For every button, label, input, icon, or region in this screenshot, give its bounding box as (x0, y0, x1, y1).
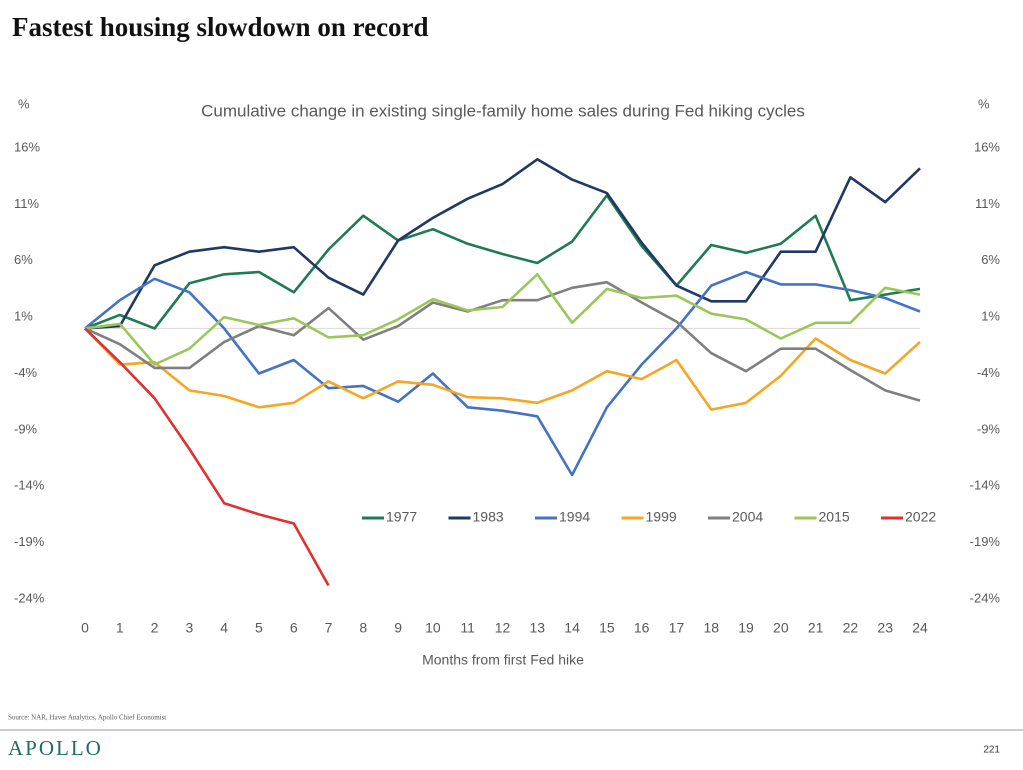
x-tick-label: 24 (912, 620, 928, 636)
legend-label: 2015 (819, 509, 850, 525)
series-line (84, 194, 921, 330)
x-tick-label: 20 (773, 620, 789, 636)
y2-tick-label: -14% (970, 478, 1001, 493)
x-tick-label: 21 (808, 620, 824, 636)
legend-label: 1994 (559, 509, 590, 525)
x-tick-label: 16 (634, 620, 650, 636)
y2-tick-label: -24% (970, 590, 1001, 605)
series-line (84, 327, 330, 587)
chart-subtitle: Cumulative change in existing single-fam… (201, 101, 805, 120)
y-tick-label: 11% (14, 196, 39, 211)
y2-tick-label: 1% (981, 309, 1000, 324)
y2-tick-label: 11% (975, 196, 1000, 211)
legend-label: 1999 (646, 509, 677, 525)
y-unit: % (18, 96, 30, 111)
x-tick-label: 15 (599, 620, 615, 636)
legend-label: 1983 (473, 509, 504, 525)
y2-tick-label: -4% (977, 365, 1001, 380)
x-tick-label: 13 (530, 620, 546, 636)
series-line (84, 280, 921, 402)
x-tick-label: 3 (185, 620, 193, 636)
series-line (84, 270, 921, 477)
x-tick-label: 12 (495, 620, 511, 636)
series-line (84, 158, 921, 330)
x-tick-label: 8 (359, 620, 367, 636)
source: Source: NAR, Haver Analytics, Apollo Chi… (8, 714, 166, 722)
y-tick-label: -19% (14, 534, 45, 549)
x-tick-label: 0 (81, 620, 89, 636)
y-tick-label: -14% (14, 478, 45, 493)
y2-unit: % (978, 96, 990, 111)
x-tick-label: 23 (877, 620, 893, 636)
x-tick-label: 2 (151, 620, 159, 636)
slide-title: Fastest housing slowdown on record (12, 12, 429, 42)
x-tick-label: 14 (564, 620, 580, 636)
legend-label: 2022 (905, 509, 936, 525)
x-tick-label: 19 (738, 620, 754, 636)
y-tick-label: 6% (14, 252, 33, 267)
y2-tick-label: -19% (970, 534, 1001, 549)
brand: APOLLO (8, 736, 103, 760)
series-line (84, 327, 921, 411)
x-tick-label: 4 (220, 620, 228, 636)
y-tick-label: 16% (14, 139, 40, 154)
x-tick-label: 18 (703, 620, 719, 636)
x-tick-label: 22 (843, 620, 859, 636)
x-tick-label: 6 (290, 620, 298, 636)
y-tick-label: -9% (14, 421, 38, 436)
x-tick-label: 9 (394, 620, 402, 636)
page-number: 221 (983, 745, 1000, 756)
y2-tick-label: -9% (977, 421, 1001, 436)
x-axis-label: Months from first Fed hike (422, 652, 584, 668)
x-tick-label: 1 (116, 620, 124, 636)
y2-tick-label: 16% (974, 139, 1000, 154)
x-tick-label: 5 (255, 620, 263, 636)
x-tick-label: 7 (325, 620, 333, 636)
x-tick-label: 17 (669, 620, 685, 636)
y-tick-label: -24% (14, 590, 45, 605)
x-tick-label: 11 (460, 620, 475, 636)
x-tick-label: 10 (425, 620, 441, 636)
legend-label: 1977 (386, 509, 417, 525)
series-line (84, 273, 921, 366)
y-tick-label: -4% (14, 365, 38, 380)
legend-label: 2004 (732, 509, 763, 525)
y2-tick-label: 6% (981, 252, 1000, 267)
y-tick-label: 1% (14, 309, 33, 324)
